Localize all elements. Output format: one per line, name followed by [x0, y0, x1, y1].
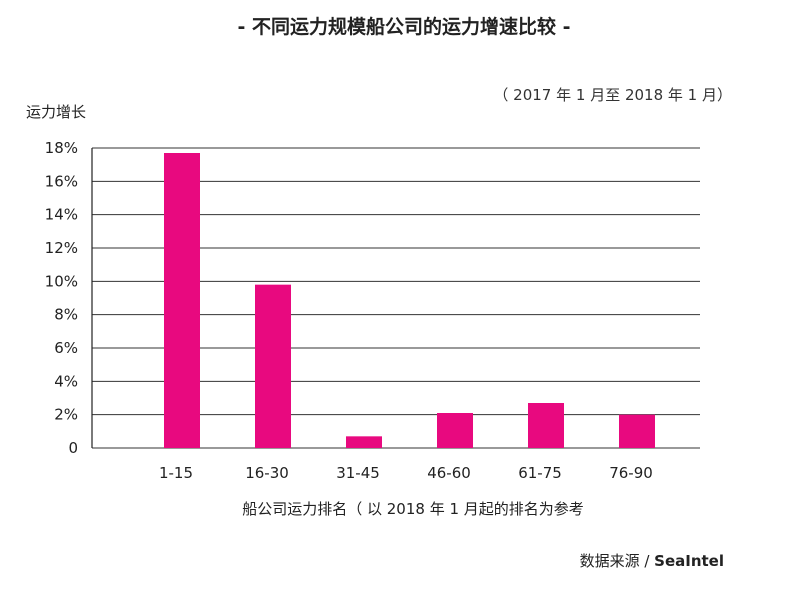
- y-tick-label: 12%: [45, 239, 78, 257]
- x-tick-label: 31-45: [336, 464, 380, 482]
- data-source: 数据来源 / SeaIntel: [580, 550, 724, 571]
- x-tick-label: 61-75: [518, 464, 562, 482]
- bar: [255, 284, 291, 448]
- y-tick-label: 2%: [54, 406, 78, 424]
- bar: [528, 403, 564, 448]
- x-tick-label: 76-90: [609, 464, 653, 482]
- y-axis-label: 运力增长: [26, 103, 87, 121]
- x-axis-label: 船公司运力排名（ 以 2018 年 1 月起的排名为参考: [242, 500, 584, 518]
- bar: [164, 153, 200, 448]
- y-tick-label: 8%: [54, 306, 78, 324]
- chart-subtitle: （ 2017 年 1 月至 2018 年 1 月）: [493, 86, 732, 104]
- y-tick-label: 18%: [45, 139, 78, 157]
- x-tick-label: 46-60: [427, 464, 471, 482]
- x-tick-label: 16-30: [245, 464, 289, 482]
- x-tick-label: 1-15: [159, 464, 193, 482]
- source-prefix: 数据来源 /: [579, 552, 655, 570]
- chart-title: - 不同运力规模船公司的运力增速比较 -: [237, 16, 571, 38]
- y-tick-label: 4%: [54, 372, 78, 390]
- bar: [437, 413, 473, 448]
- bar: [619, 414, 655, 448]
- source-brand: SeaIntel: [654, 552, 724, 570]
- bar: [346, 436, 382, 448]
- y-tick-label: 16%: [45, 172, 78, 190]
- y-tick-label: 0: [68, 439, 78, 457]
- y-tick-label: 6%: [54, 339, 78, 357]
- y-tick-label: 10%: [45, 272, 78, 290]
- y-tick-label: 14%: [45, 206, 78, 224]
